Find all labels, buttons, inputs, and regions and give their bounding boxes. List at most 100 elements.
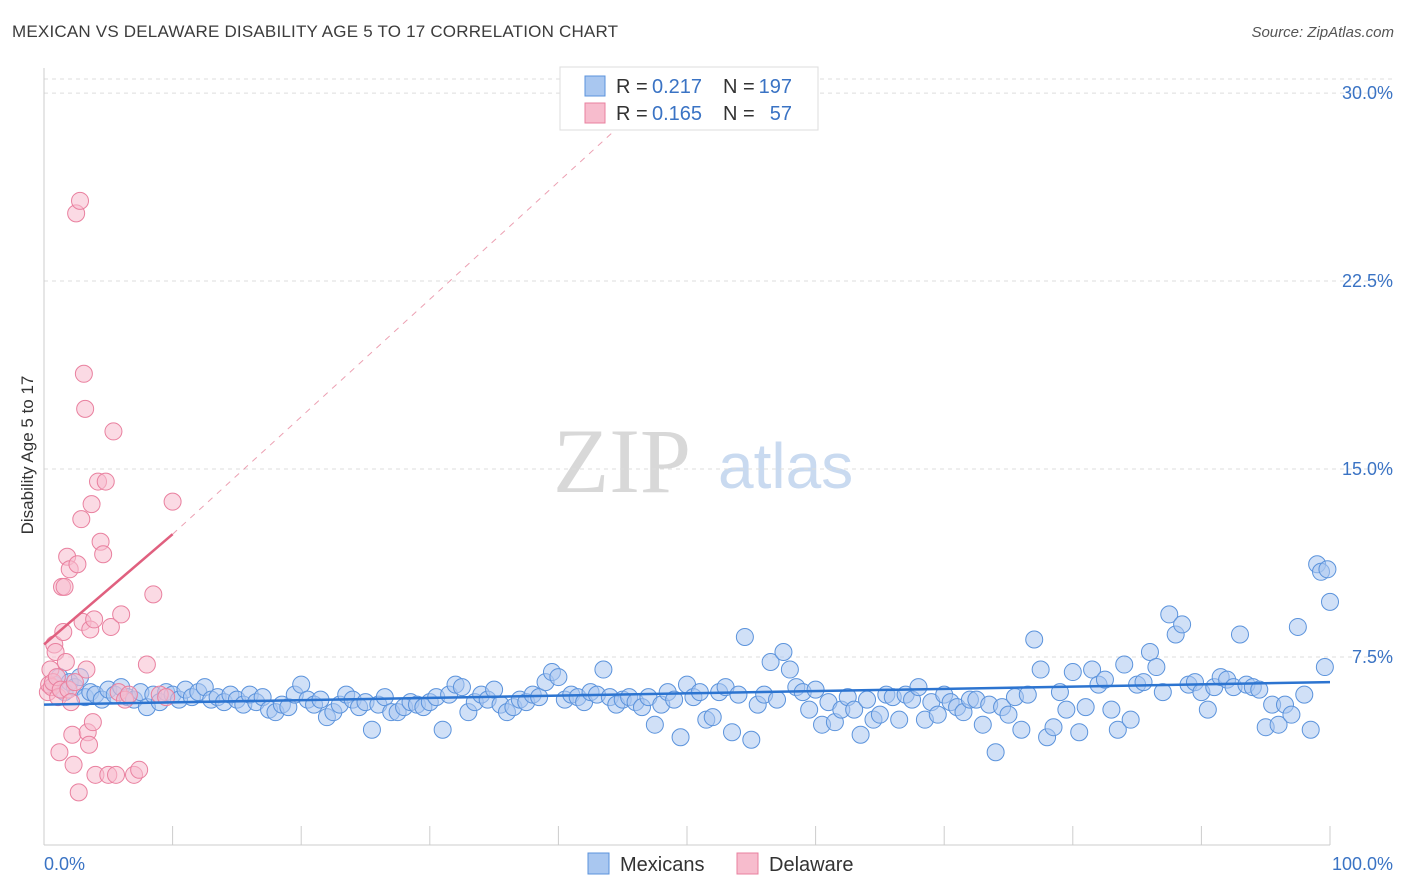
watermark-zip: ZIP	[553, 410, 691, 512]
source-label: Source: ZipAtlas.com	[1251, 24, 1394, 41]
data-point-mexicans	[1083, 660, 1102, 679]
data-point-mexicans	[1318, 560, 1337, 579]
data-point-delaware	[76, 399, 95, 418]
legend-n-label-delaware: N =	[723, 103, 755, 125]
data-point-mexicans	[485, 680, 504, 699]
y-tick-label: 7.5%	[1352, 647, 1393, 667]
data-point-delaware	[56, 653, 75, 672]
data-point-mexicans	[1321, 592, 1339, 611]
y-tick-label: 30.0%	[1342, 83, 1393, 103]
legend-bottom-label-delaware: Delaware	[769, 854, 853, 876]
legend-r-value-mexicans: 0.217	[652, 76, 702, 98]
legend-bottom-swatch-delaware	[736, 852, 759, 875]
data-point-mexicans	[1269, 715, 1288, 734]
chart-title: MEXICAN VS DELAWARE DISABILITY AGE 5 TO …	[12, 22, 619, 41]
y-tick-labels: 7.5% 15.0% 22.5% 30.0%	[1342, 83, 1393, 667]
data-point-delaware	[112, 605, 131, 624]
data-point-mexicans	[1173, 615, 1192, 634]
data-point-mexicans	[1160, 605, 1179, 624]
data-point-delaware	[130, 760, 149, 779]
data-point-mexicans	[723, 723, 742, 742]
legend-n-value-delaware: 57	[770, 103, 792, 125]
data-point-mexicans	[1102, 700, 1121, 719]
data-point-mexicans	[729, 685, 748, 704]
data-point-mexicans	[1025, 630, 1044, 649]
data-point-mexicans	[806, 680, 825, 699]
data-point-mexicans	[1031, 660, 1050, 679]
data-point-mexicans	[1057, 700, 1076, 719]
data-point-delaware	[77, 660, 96, 679]
data-point-mexicans	[594, 660, 613, 679]
data-point-delaware	[144, 585, 163, 604]
data-point-mexicans	[375, 688, 394, 707]
data-point-mexicans	[999, 705, 1018, 724]
data-point-mexicans	[1018, 685, 1037, 704]
data-point-delaware	[163, 492, 182, 511]
data-point-mexicans	[292, 675, 311, 694]
data-point-delaware	[69, 783, 88, 802]
data-point-mexicans	[1095, 670, 1114, 689]
data-point-mexicans	[1044, 718, 1063, 737]
data-point-delaware	[72, 510, 91, 529]
trendline-delaware-solid	[43, 533, 174, 646]
legend-r-label-mexicans: R =	[616, 76, 648, 98]
data-point-delaware	[50, 743, 69, 762]
data-point-delaware	[80, 735, 99, 754]
data-point-delaware	[68, 555, 87, 574]
x-ticks	[172, 826, 1331, 845]
data-point-mexicans	[800, 700, 819, 719]
data-point-delaware	[101, 617, 120, 636]
legend-n-label-mexicans: N =	[723, 76, 755, 98]
data-point-delaware	[104, 422, 123, 441]
data-point-mexicans	[452, 678, 471, 697]
data-point-delaware	[107, 765, 126, 784]
legend-swatch-mexicans	[584, 75, 606, 97]
data-point-mexicans	[1315, 658, 1334, 677]
data-point-mexicans	[1153, 683, 1172, 702]
data-point-mexicans	[1115, 655, 1134, 674]
data-point-mexicans	[1108, 720, 1127, 739]
series-legend: Mexicans Delaware	[587, 852, 853, 876]
data-point-mexicans	[1140, 643, 1159, 662]
data-point-mexicans	[1198, 700, 1217, 719]
data-point-delaware	[63, 725, 82, 744]
data-point-mexicans	[671, 728, 690, 747]
data-point-mexicans	[1230, 625, 1249, 644]
data-point-mexicans	[1134, 673, 1153, 692]
data-point-delaware	[74, 364, 93, 383]
data-point-mexicans	[909, 678, 928, 697]
data-point-mexicans	[870, 705, 889, 724]
data-point-mexicans	[780, 660, 799, 679]
data-point-delaware	[119, 685, 138, 704]
data-point-mexicans	[362, 720, 381, 739]
y-gridlines	[44, 78, 1392, 658]
data-point-mexicans	[858, 690, 877, 709]
data-point-mexicans	[1282, 705, 1301, 724]
trendline-delaware-dashed	[172, 122, 624, 535]
data-point-delaware	[65, 673, 84, 692]
data-point-mexicans	[890, 710, 909, 729]
data-point-mexicans	[1147, 658, 1166, 677]
data-point-delaware	[96, 472, 115, 491]
data-point-delaware	[137, 655, 156, 674]
data-point-mexicans	[735, 627, 754, 646]
data-point-mexicans	[1076, 698, 1095, 717]
data-point-mexicans	[742, 730, 761, 749]
trendlines	[43, 122, 1331, 706]
stats-legend: R = 0.217 N = 197 R = 0.165 N = 57	[559, 66, 819, 131]
data-point-mexicans	[851, 725, 870, 744]
legend-bottom-swatch-mexicans	[587, 852, 610, 875]
data-point-mexicans	[1063, 663, 1082, 682]
legend-r-value-delaware: 0.165	[652, 103, 702, 125]
data-point-mexicans	[703, 708, 722, 727]
data-point-mexicans	[433, 720, 452, 739]
data-point-delaware	[94, 545, 113, 564]
data-point-delaware	[82, 495, 101, 514]
data-point-mexicans	[761, 653, 780, 672]
data-point-mexicans	[973, 715, 992, 734]
data-point-mexicans	[665, 690, 684, 709]
legend-r-label-delaware: R =	[616, 103, 648, 125]
data-point-delaware	[71, 191, 90, 210]
trendline-mexicans-solid	[43, 680, 1331, 706]
